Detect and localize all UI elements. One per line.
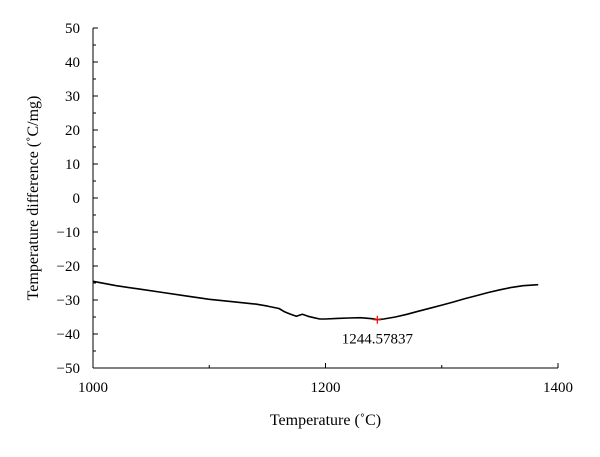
y-tick-label: 10 [65,157,80,173]
y-ticks: 50 40 30 20 10 0 −10 −20 −30 −40 −50 [57,21,98,377]
x-axis-title: Temperature (˚C) [270,412,381,429]
x-tick-label: 1200 [311,380,341,396]
y-tick-label: −10 [57,225,80,241]
y-tick-label: −50 [57,361,80,377]
annotation: 1244.57837 [342,315,414,348]
y-tick-label: 0 [73,191,81,207]
y-tick-label: 40 [65,55,80,71]
y-tick-label: 30 [65,89,80,105]
y-axis-title: Temperature difference (˚C/mg) [25,96,42,301]
x-ticks: 1000 1200 1400 [78,363,573,396]
y-tick-label: −30 [57,293,80,309]
y-tick-label: 20 [65,123,80,139]
y-tick-label: −40 [57,327,80,343]
series-line [92,280,539,321]
x-tick-label: 1000 [78,380,108,396]
y-tick-label: −20 [57,259,80,275]
x-tick-label: 1400 [543,380,573,396]
y-tick-label: 50 [65,21,80,37]
annotation-label: 1244.57837 [342,332,414,348]
